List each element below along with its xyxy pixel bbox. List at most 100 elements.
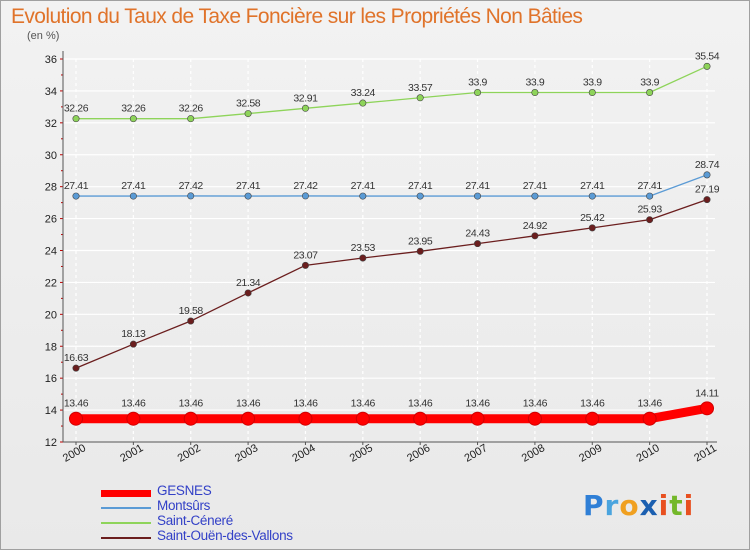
point-gesnes-2007 bbox=[470, 411, 485, 426]
data-label-saint-c-ner--2000: 32.26 bbox=[64, 103, 89, 115]
point-gesnes-2005 bbox=[355, 411, 370, 426]
point-saint-ou-n-des-vallons-2011 bbox=[703, 196, 711, 204]
data-label-gesnes-2005: 13.46 bbox=[351, 398, 376, 410]
logo-letter: P bbox=[583, 489, 605, 522]
data-label-saint-c-ner--2011: 35.54 bbox=[695, 50, 720, 62]
data-label-saint-ou-n-des-vallons-2011: 27.19 bbox=[695, 184, 720, 196]
point-gesnes-2008 bbox=[527, 411, 542, 426]
data-label-gesnes-2001: 13.46 bbox=[121, 398, 146, 410]
point-monts-rs-2003 bbox=[244, 192, 252, 200]
point-saint-c-ner--2001 bbox=[129, 115, 137, 123]
logo-letter: i bbox=[658, 489, 670, 522]
gridlines bbox=[63, 58, 715, 442]
point-saint-ou-n-des-vallons-2001 bbox=[129, 340, 137, 348]
data-label-gesnes-2009: 13.46 bbox=[580, 398, 605, 410]
x-tick-label-2005: 2005 bbox=[348, 442, 375, 465]
logo-letter: r bbox=[604, 489, 620, 522]
x-tick-label-2006: 2006 bbox=[405, 442, 432, 465]
data-label-saint-ou-n-des-vallons-2003: 21.34 bbox=[236, 277, 261, 289]
data-label-saint-ou-n-des-vallons-2006: 23.95 bbox=[408, 235, 433, 247]
x-tick-label-2007: 2007 bbox=[462, 442, 489, 465]
x-tick-label-2004: 2004 bbox=[290, 442, 317, 465]
point-saint-c-ner--2004 bbox=[301, 104, 309, 112]
point-saint-ou-n-des-vallons-2006 bbox=[416, 247, 424, 255]
y-axis-unit: (en %) bbox=[27, 30, 60, 42]
point-saint-c-ner--2002 bbox=[187, 115, 195, 123]
point-monts-rs-2005 bbox=[359, 192, 367, 200]
series-line-monts-rs bbox=[75, 174, 708, 197]
data-label-gesnes-2007: 13.46 bbox=[465, 398, 490, 410]
point-gesnes-2001 bbox=[126, 411, 141, 426]
point-gesnes-2000 bbox=[69, 411, 83, 426]
point-monts-rs-2011 bbox=[703, 171, 711, 179]
point-saint-c-ner--2011 bbox=[703, 62, 711, 70]
legend-label-saint-ou-n-des-vallons: Saint-Ouën-des-Vallons bbox=[157, 528, 293, 543]
data-label-saint-ou-n-des-vallons-2000: 16.63 bbox=[64, 352, 89, 364]
data-label-monts-rs-2006: 27.41 bbox=[408, 180, 433, 192]
data-label-monts-rs-2003: 27.41 bbox=[236, 180, 261, 192]
point-saint-c-ner--2003 bbox=[244, 110, 252, 118]
y-tick-label-14: 14 bbox=[45, 405, 57, 417]
point-gesnes-2004 bbox=[298, 411, 313, 426]
logo-letter: o bbox=[619, 489, 640, 522]
data-label-saint-ou-n-des-vallons-2002: 19.58 bbox=[179, 305, 204, 317]
point-gesnes-2009 bbox=[585, 411, 600, 426]
data-label-saint-ou-n-des-vallons-2004: 23.07 bbox=[293, 249, 318, 261]
axes: 12 14 16 18 20 22 24 26 28 30 32 34 36 2000 2001 2002 20… bbox=[45, 51, 719, 465]
data-label-saint-ou-n-des-vallons-2001: 18.13 bbox=[121, 328, 146, 340]
series bbox=[69, 62, 714, 426]
point-monts-rs-2010 bbox=[646, 192, 654, 200]
point-saint-ou-n-des-vallons-2007 bbox=[474, 240, 482, 248]
logo-letter: i bbox=[683, 489, 695, 522]
legend-label-saint-c-ner-: Saint-Céneré bbox=[157, 513, 233, 528]
data-label-monts-rs-2008: 27.41 bbox=[523, 180, 548, 192]
point-saint-c-ner--2000 bbox=[72, 115, 80, 123]
data-label-monts-rs-2005: 27.41 bbox=[351, 180, 376, 192]
data-label-monts-rs-2001: 27.41 bbox=[121, 180, 146, 192]
logo-letter: x bbox=[639, 489, 659, 522]
point-gesnes-2003 bbox=[241, 411, 256, 426]
data-label-saint-c-ner--2006: 33.57 bbox=[408, 82, 433, 94]
data-label-gesnes-2011: 14.11 bbox=[695, 387, 719, 399]
point-gesnes-2002 bbox=[183, 411, 198, 426]
data-label-gesnes-2004: 13.46 bbox=[293, 398, 318, 410]
point-saint-ou-n-des-vallons-2009 bbox=[588, 224, 596, 232]
y-tick-label-16: 16 bbox=[45, 373, 57, 385]
y-tick-label-30: 30 bbox=[45, 150, 57, 162]
data-label-monts-rs-2007: 27.41 bbox=[465, 180, 490, 192]
x-tick-label-2000: 2000 bbox=[61, 442, 88, 465]
x-tick-label-2011: 2011 bbox=[692, 442, 718, 464]
data-label-saint-ou-n-des-vallons-2005: 23.53 bbox=[351, 242, 376, 254]
legend-swatch-saint-ou-n-des-vallons bbox=[101, 537, 151, 539]
data-label-gesnes-2002: 13.46 bbox=[179, 398, 204, 410]
point-monts-rs-2006 bbox=[416, 192, 424, 200]
legend-label-monts-rs: Montsûrs bbox=[157, 498, 211, 513]
data-label-gesnes-2010: 13.46 bbox=[637, 398, 662, 410]
point-saint-ou-n-des-vallons-2002 bbox=[187, 317, 195, 325]
point-saint-ou-n-des-vallons-2003 bbox=[244, 289, 252, 297]
data-label-saint-ou-n-des-vallons-2008: 24.92 bbox=[523, 220, 548, 232]
data-label-saint-c-ner--2010: 33.9 bbox=[640, 77, 659, 89]
point-monts-rs-2000 bbox=[72, 192, 80, 200]
data-label-monts-rs-2004: 27.42 bbox=[293, 180, 318, 192]
point-monts-rs-2009 bbox=[588, 192, 596, 200]
data-labels: 27.41 27.41 27.42 27.41 27.42 27.41 27.41 27.41… bbox=[64, 50, 720, 409]
series-line-gesnes bbox=[71, 403, 712, 424]
data-label-monts-rs-2009: 27.41 bbox=[580, 180, 605, 192]
point-saint-ou-n-des-vallons-2004 bbox=[301, 261, 309, 269]
data-label-saint-c-ner--2005: 33.24 bbox=[351, 87, 376, 99]
y-tick-label-22: 22 bbox=[45, 277, 57, 289]
data-label-monts-rs-2000: 27.41 bbox=[64, 180, 89, 192]
point-saint-c-ner--2009 bbox=[588, 89, 596, 97]
data-label-saint-ou-n-des-vallons-2009: 25.42 bbox=[580, 212, 605, 224]
point-saint-ou-n-des-vallons-2005 bbox=[359, 254, 367, 262]
x-tick-label-2009: 2009 bbox=[577, 442, 604, 465]
point-saint-c-ner--2008 bbox=[531, 89, 539, 97]
data-label-saint-c-ner--2002: 32.26 bbox=[179, 103, 204, 115]
data-label-gesnes-2006: 13.46 bbox=[408, 398, 433, 410]
y-tick-label-20: 20 bbox=[45, 309, 57, 321]
legend-swatch-monts-rs bbox=[101, 507, 151, 509]
y-tick-label-12: 12 bbox=[45, 437, 57, 449]
